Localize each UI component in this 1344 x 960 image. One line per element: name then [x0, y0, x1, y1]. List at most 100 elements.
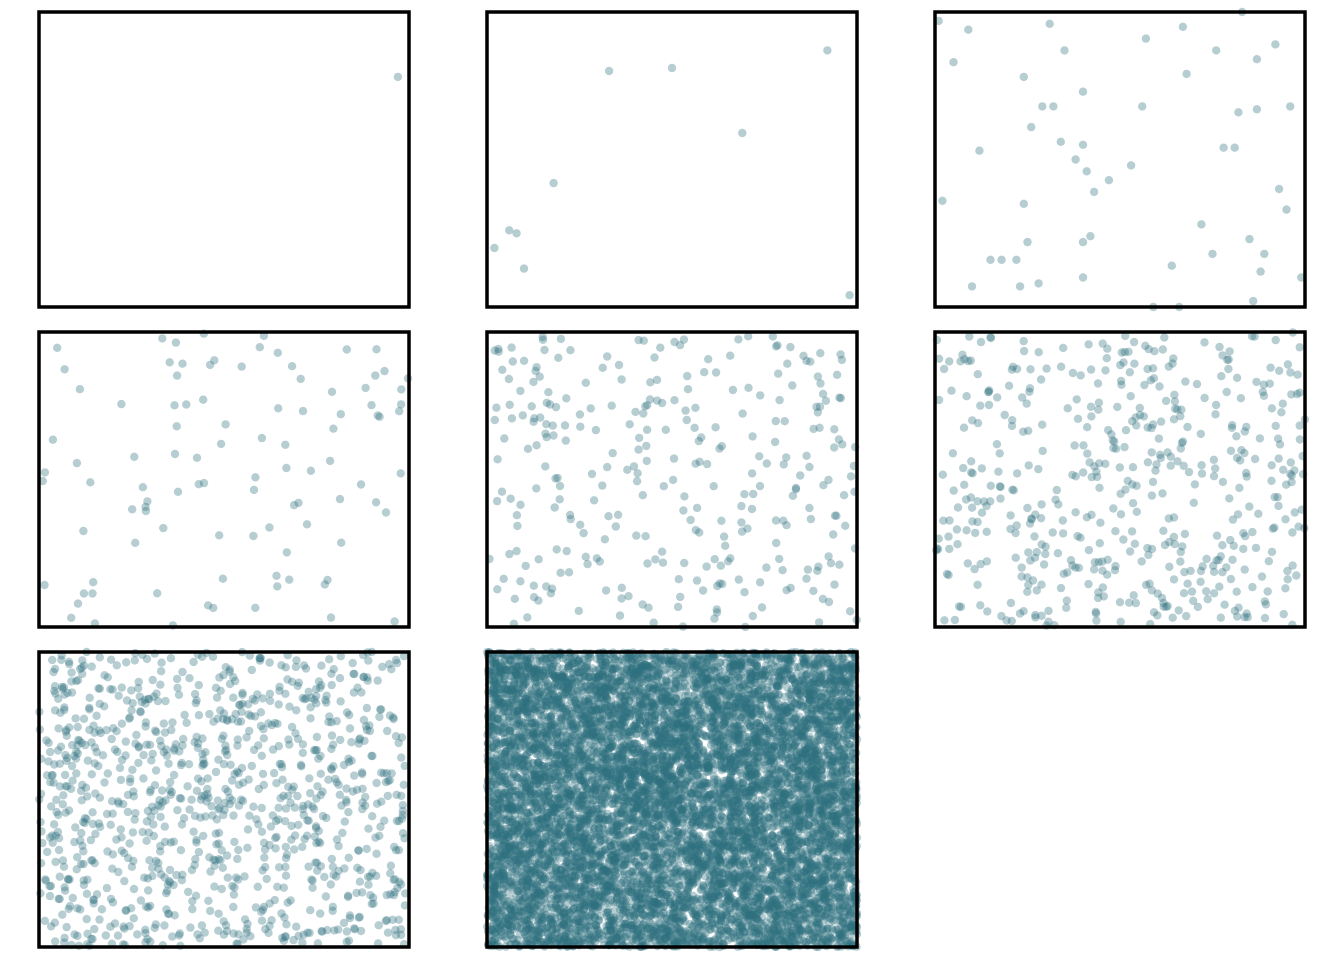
scatter-point — [73, 676, 83, 685]
scatter-point — [1283, 360, 1293, 369]
scatter-point — [85, 693, 94, 702]
scatter-point — [717, 442, 726, 451]
scatter-point — [1063, 568, 1072, 577]
scatter-point — [984, 400, 994, 410]
scatter-point — [1009, 486, 1018, 495]
scatter-point — [1032, 586, 1042, 595]
scatter-point — [553, 473, 562, 483]
scatter-point — [1095, 459, 1104, 468]
scatter-point — [389, 714, 398, 724]
scatter-point — [676, 592, 685, 602]
scatter-point — [260, 853, 269, 862]
scatter-point — [1211, 410, 1220, 419]
scatter-point — [178, 667, 187, 677]
scatter-point — [986, 497, 995, 506]
scatter-point — [62, 731, 71, 740]
scatter-point — [1062, 596, 1072, 605]
scatter-point — [223, 873, 232, 882]
scatter-point — [1148, 420, 1158, 429]
scatter-point — [213, 796, 223, 805]
scatter-point — [747, 504, 757, 514]
scatter-point — [251, 473, 260, 482]
scatter-point — [680, 492, 689, 501]
scatter-point — [1071, 155, 1080, 164]
scatter-point — [398, 810, 407, 820]
scatter-point — [1215, 582, 1224, 591]
scatter-point — [309, 804, 319, 814]
scatter-point — [234, 768, 243, 778]
scatter-point — [361, 792, 370, 802]
scatter-point — [944, 532, 953, 541]
scatter-point — [101, 931, 111, 940]
scatter-point — [348, 658, 357, 668]
scatter-point — [169, 770, 179, 780]
scatter-point — [832, 511, 841, 520]
scatter-point — [1147, 544, 1157, 554]
scatter-point — [1039, 560, 1049, 569]
scatter-point — [738, 128, 747, 138]
scatter-point — [1263, 587, 1272, 596]
scatter-point — [1152, 460, 1161, 469]
scatter-point — [96, 728, 105, 738]
scatter-point — [617, 375, 626, 384]
scatter-point — [299, 661, 309, 670]
scatter-point — [59, 791, 68, 800]
scatter-point — [623, 465, 632, 474]
scatter-point — [42, 736, 51, 745]
scatter-point — [47, 802, 56, 811]
scatter-point — [1090, 462, 1099, 471]
scatter-point — [629, 462, 639, 471]
scatter-point — [1103, 570, 1112, 579]
scatter-point — [995, 449, 1004, 458]
scatter-point — [1026, 556, 1035, 565]
scatter-point — [1168, 613, 1177, 622]
scatter-point — [547, 584, 557, 593]
scatter-point — [140, 873, 149, 882]
scatter-point — [499, 574, 508, 583]
scatter-point — [1092, 472, 1102, 482]
scatter-point — [743, 524, 752, 533]
scatter-point — [737, 501, 746, 511]
scatter-point — [150, 923, 159, 933]
scatter-point — [1200, 338, 1209, 347]
scatter-point — [176, 846, 186, 855]
scatter-point — [235, 700, 244, 709]
scatter-point — [300, 834, 309, 844]
scatter-point — [529, 377, 538, 387]
scatter-point — [1226, 446, 1236, 455]
scatter-point — [95, 822, 105, 832]
scatter-point — [1197, 469, 1207, 478]
scatter-point — [313, 782, 322, 791]
scatter-point — [1056, 583, 1066, 593]
scatter-point — [551, 402, 561, 412]
scatter-point — [815, 423, 824, 432]
scatter-point — [245, 811, 254, 820]
scatter-point — [982, 557, 992, 566]
scatter-point — [228, 796, 237, 805]
scatter-point — [576, 422, 585, 431]
scatter-point — [66, 784, 76, 794]
scatter-point — [544, 388, 553, 397]
scatter-point — [575, 410, 585, 419]
scatter-point — [1129, 337, 1139, 347]
scatter-point — [1023, 237, 1032, 247]
scatter-point — [287, 362, 297, 371]
scatter-point — [1230, 606, 1240, 616]
scatter-point — [1135, 410, 1145, 420]
scatter-point — [265, 696, 275, 706]
scatter-point — [1178, 437, 1188, 446]
scatter-point — [55, 872, 64, 881]
scatter-point — [1019, 607, 1028, 616]
scatter-point — [129, 914, 138, 923]
scatter-point — [1037, 611, 1046, 620]
scatter-point — [82, 889, 92, 898]
scatter-point — [256, 653, 265, 663]
scatter-point — [1216, 552, 1226, 561]
scatter-point — [1270, 492, 1279, 502]
scatter-point — [282, 548, 291, 557]
scatter-point — [130, 452, 139, 461]
scatter-point — [301, 664, 311, 673]
scatter-point — [326, 880, 335, 889]
scatter-point — [258, 769, 268, 779]
scatter-point — [304, 862, 313, 871]
